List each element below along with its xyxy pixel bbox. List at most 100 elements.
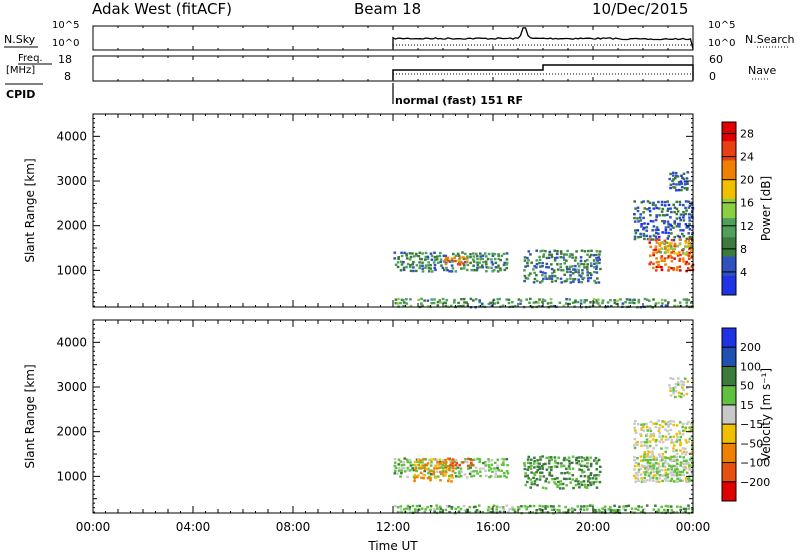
data-cell (505, 266, 509, 270)
data-cell (674, 390, 678, 393)
data-cell (541, 505, 544, 508)
data-cell (685, 260, 688, 264)
data-cell (661, 453, 665, 456)
data-cell (684, 447, 687, 451)
data-cell (681, 433, 685, 436)
data-cell (664, 468, 667, 472)
data-cell (657, 238, 661, 241)
data-cell (687, 254, 691, 257)
data-cell (565, 259, 568, 262)
y-tick-label: 4000 (56, 129, 87, 143)
data-cell (580, 249, 584, 252)
data-cell (472, 260, 476, 263)
data-cell (526, 480, 529, 484)
data-cell (669, 387, 672, 390)
data-cell (652, 438, 655, 441)
data-cell (661, 425, 665, 428)
data-cell (690, 301, 693, 304)
data-cell (424, 264, 428, 267)
data-cell (679, 441, 682, 444)
data-cell (448, 457, 451, 460)
data-cell (645, 433, 649, 436)
data-cell (532, 476, 535, 480)
data-cell (554, 256, 557, 260)
data-cell (553, 465, 557, 468)
data-cell (687, 440, 691, 443)
data-cell (396, 472, 399, 475)
data-cell (426, 257, 430, 260)
data-cell (580, 262, 583, 266)
data-cell (415, 254, 418, 257)
data-cell (402, 301, 406, 304)
data-cell (502, 510, 506, 514)
data-cell (661, 435, 665, 438)
data-cell (429, 505, 433, 508)
data-cell (628, 301, 631, 304)
data-cell (670, 256, 674, 259)
data-cell (414, 466, 418, 469)
data-cell (661, 231, 664, 234)
data-cell (456, 466, 460, 469)
data-cell (664, 231, 667, 234)
data-cell (459, 467, 463, 470)
data-cell (506, 472, 510, 475)
data-cell (690, 201, 694, 204)
data-cell (624, 508, 627, 512)
data-cell (421, 458, 425, 461)
data-cell (552, 304, 556, 308)
data-cell (574, 483, 578, 487)
data-cell (646, 461, 650, 464)
data-cell (640, 444, 643, 447)
colorbar-tick-label: 4 (740, 266, 747, 279)
data-cell (675, 183, 678, 186)
data-cell (649, 219, 653, 223)
data-cell (687, 480, 690, 484)
data-cell (590, 273, 593, 277)
data-cell (429, 458, 433, 461)
data-cell (669, 228, 672, 231)
data-cell (615, 511, 618, 514)
data-cell (670, 474, 674, 477)
data-cell (595, 486, 599, 489)
colorbar-tick-label: 8 (740, 243, 747, 256)
data-cell (667, 245, 670, 248)
colorbar-tick-label: 12 (740, 220, 754, 233)
data-cell (505, 258, 509, 261)
data-cell (532, 268, 535, 271)
data-cell (688, 467, 692, 470)
data-cell (423, 510, 427, 514)
data-cell (654, 248, 657, 251)
data-cell (682, 235, 686, 238)
data-cell (560, 281, 563, 284)
data-cell (476, 257, 479, 261)
data-cell (464, 458, 467, 461)
data-cell (670, 455, 674, 459)
colorbar-swatch (722, 160, 736, 181)
data-cell (474, 298, 478, 301)
data-cell (578, 468, 581, 471)
data-cell (420, 257, 423, 261)
data-cell (568, 462, 572, 465)
data-cell (439, 462, 442, 465)
data-cell (402, 261, 405, 264)
data-cell (411, 252, 414, 255)
data-cell (439, 472, 443, 476)
data-cell (678, 251, 681, 254)
data-cell (676, 234, 680, 238)
data-cell (583, 483, 586, 486)
data-cell (538, 467, 541, 471)
data-cell (648, 479, 652, 482)
data-cell (655, 206, 658, 210)
data-cell (566, 270, 569, 274)
data-cell (645, 298, 649, 301)
data-cell (586, 258, 589, 262)
data-cell (657, 511, 661, 514)
data-cell (634, 477, 637, 480)
data-cell (583, 475, 587, 478)
nsearch-tick-bottom: 10^0 (708, 38, 736, 49)
data-cell (690, 428, 693, 431)
colorbar-tick-label: 50 (740, 380, 754, 393)
data-cell (550, 465, 553, 469)
data-cell (676, 252, 679, 255)
